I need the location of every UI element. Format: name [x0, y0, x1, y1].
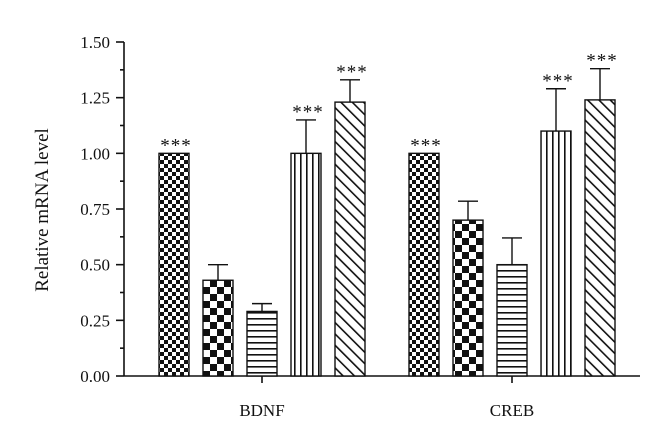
significance-marker: ***: [292, 102, 324, 123]
y-tick-label: 0.25: [80, 311, 110, 330]
bar-bdnf-1: [158, 152, 190, 377]
significance-marker: ***: [410, 135, 442, 156]
bar-creb-3: [496, 263, 528, 377]
bars: [158, 68, 616, 377]
y-tick-label: 0.00: [80, 367, 110, 386]
significance-marker: ***: [160, 135, 192, 156]
bar-creb-5: [584, 99, 616, 377]
bar-creb-2: [452, 219, 484, 377]
bar-creb-1: [408, 152, 440, 377]
y-tick-label: 1.25: [80, 89, 110, 108]
y-tick-label: 0.50: [80, 256, 110, 275]
significance-marker: ***: [586, 51, 618, 72]
bar-bdnf-4: [290, 152, 322, 377]
labels: BDNF *** *** *** CREB *** *** ***: [160, 51, 618, 420]
bar-bdnf-5: [334, 101, 366, 377]
bar-bdnf-3: [246, 310, 278, 377]
y-axis-title: Relative mRNA level: [32, 128, 53, 292]
y-tick-label: 0.75: [80, 200, 110, 219]
bar-bdnf-2: [202, 279, 234, 377]
significance-marker: ***: [336, 62, 368, 83]
y-tick-label: 1.00: [80, 144, 110, 163]
x-tick-label-creb: CREB: [490, 401, 534, 420]
y-tick-label: 1.50: [80, 33, 110, 52]
bar-creb-4: [540, 130, 572, 377]
significance-marker: ***: [542, 71, 574, 92]
x-tick-label-bdnf: BDNF: [239, 401, 284, 420]
